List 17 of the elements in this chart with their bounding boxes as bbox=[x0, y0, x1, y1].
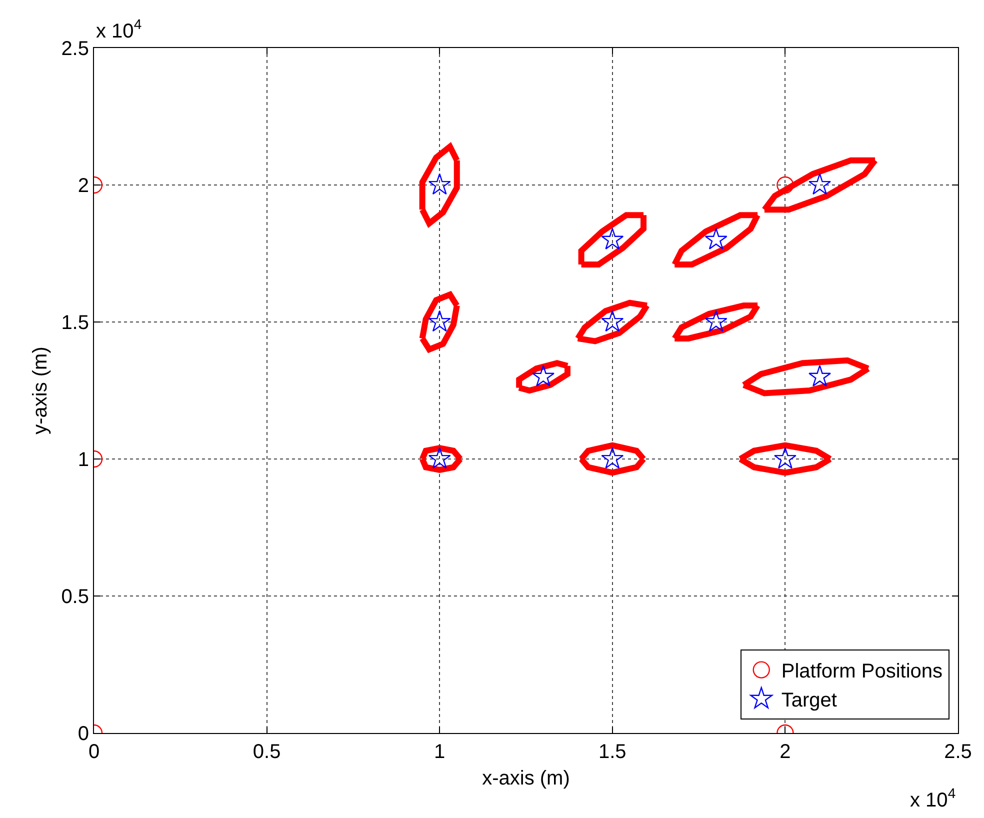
x-tick-label: 0.5 bbox=[252, 741, 281, 763]
y-tick-label: 2 bbox=[78, 175, 89, 197]
legend-label: Target bbox=[781, 690, 838, 712]
text: x 10$^{4}$ bbox=[96, 16, 142, 42]
y-tick-label: 0 bbox=[78, 723, 89, 745]
x-tick-label: 1 bbox=[434, 741, 446, 763]
y-tick-label: 2.5 bbox=[61, 38, 89, 60]
legend-label: Platform Positions bbox=[781, 660, 943, 683]
y-tick-label: 0.5 bbox=[61, 586, 89, 608]
y-tick-label: 1 bbox=[78, 449, 89, 471]
x-tick-label: 2 bbox=[780, 741, 791, 763]
x-axis-title: x-axis (m) bbox=[482, 768, 570, 790]
x-tick-label: 2.5 bbox=[944, 741, 972, 763]
y-axis-title: y-axis (m) bbox=[30, 346, 52, 434]
x-tick-label: 1.5 bbox=[598, 741, 626, 763]
y-tick-label: 1.5 bbox=[61, 312, 89, 334]
text: x 10$^{4}$ bbox=[910, 785, 956, 812]
